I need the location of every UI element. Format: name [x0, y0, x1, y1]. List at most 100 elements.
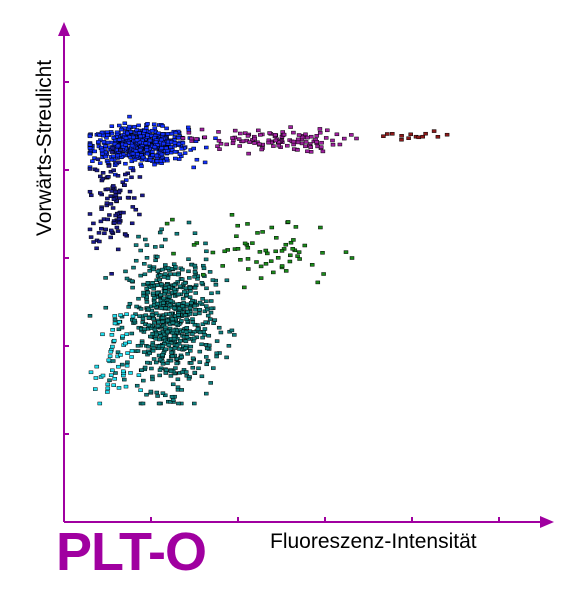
point-cluster-4: [163, 393, 168, 398]
point-cluster-1: [91, 240, 96, 244]
point-cluster-0: [96, 140, 101, 144]
point-cluster-3: [435, 135, 441, 139]
point-cluster-4: [113, 371, 118, 375]
point-cluster-2: [354, 136, 359, 141]
point-cluster-2: [296, 133, 302, 137]
point-cluster-5: [106, 358, 112, 363]
point-cluster-4: [159, 244, 164, 249]
point-cluster-1: [107, 213, 112, 217]
point-cluster-5: [107, 354, 113, 358]
point-cluster-6: [288, 253, 293, 258]
point-cluster-4: [214, 339, 220, 343]
point-cluster-4: [140, 401, 146, 406]
point-cluster-6: [295, 254, 300, 258]
point-cluster-4: [204, 299, 209, 304]
point-cluster-4: [165, 266, 171, 270]
point-cluster-0: [87, 146, 93, 150]
point-cluster-4: [119, 362, 125, 367]
point-cluster-0: [143, 141, 149, 146]
point-cluster-4: [200, 322, 206, 326]
point-cluster-1: [109, 150, 115, 154]
point-cluster-4: [157, 357, 163, 362]
point-cluster-4: [195, 277, 200, 281]
point-cluster-4: [150, 331, 155, 336]
point-cluster-1: [132, 196, 137, 200]
point-cluster-0: [191, 165, 196, 170]
point-cluster-2: [308, 150, 314, 154]
point-cluster-4: [138, 273, 143, 278]
point-cluster-0: [125, 131, 130, 136]
point-cluster-4: [190, 332, 195, 336]
point-cluster-0: [173, 131, 179, 135]
point-cluster-2: [303, 144, 308, 149]
point-cluster-4: [163, 306, 169, 311]
point-cluster-0: [139, 164, 144, 168]
point-cluster-1: [116, 160, 122, 165]
point-cluster-0: [154, 153, 160, 158]
point-cluster-4: [176, 302, 181, 306]
point-cluster-1: [118, 148, 123, 152]
point-cluster-4: [160, 359, 165, 364]
point-cluster-2: [330, 138, 335, 143]
point-cluster-1: [113, 213, 118, 218]
point-cluster-5: [112, 321, 118, 326]
axes: [58, 22, 554, 528]
point-cluster-4: [107, 378, 112, 383]
point-cluster-6: [250, 241, 255, 245]
point-cluster-3: [416, 135, 421, 140]
point-cluster-4: [169, 395, 175, 399]
point-cluster-6: [263, 262, 269, 266]
point-cluster-1: [111, 168, 116, 172]
point-cluster-0: [117, 123, 122, 128]
point-cluster-4: [146, 344, 151, 349]
point-cluster-4: [192, 270, 198, 274]
point-cluster-4: [155, 394, 160, 398]
point-cluster-4: [151, 287, 156, 291]
point-cluster-4: [186, 377, 192, 381]
point-cluster-4: [187, 312, 193, 316]
point-cluster-4: [204, 362, 209, 367]
point-cluster-0: [163, 146, 169, 150]
point-cluster-4: [157, 368, 163, 372]
point-cluster-4: [133, 258, 139, 263]
point-cluster-4: [157, 230, 163, 235]
point-cluster-4: [182, 290, 187, 294]
point-cluster-2: [317, 130, 323, 135]
point-cluster-6: [171, 251, 176, 256]
point-cluster-4: [146, 316, 152, 320]
point-cluster-4: [215, 290, 221, 295]
point-cluster-5: [94, 364, 100, 369]
point-cluster-6: [274, 236, 279, 240]
point-cluster-4: [153, 258, 158, 263]
point-cluster-4: [200, 297, 205, 301]
point-cluster-0: [109, 124, 115, 128]
point-cluster-6: [279, 264, 285, 268]
point-cluster-1: [109, 272, 114, 276]
point-cluster-0: [137, 131, 142, 135]
point-cluster-4: [208, 310, 214, 315]
point-cluster-4: [161, 301, 166, 305]
point-cluster-1: [122, 183, 127, 187]
point-cluster-4: [204, 346, 210, 351]
point-cluster-6: [191, 243, 197, 247]
point-cluster-4: [203, 241, 208, 246]
point-cluster-1: [123, 232, 128, 237]
point-cluster-1: [123, 172, 128, 177]
point-cluster-0: [153, 140, 159, 144]
point-cluster-6: [194, 241, 200, 245]
point-cluster-4: [184, 326, 190, 330]
point-cluster-4: [183, 339, 189, 344]
point-cluster-4: [155, 323, 161, 328]
point-cluster-1: [105, 196, 110, 201]
point-cluster-1: [108, 202, 114, 206]
point-cluster-4: [213, 283, 219, 287]
point-cluster-2: [299, 135, 305, 140]
point-cluster-2: [216, 138, 222, 143]
point-cluster-5: [136, 373, 142, 377]
point-cluster-4: [134, 383, 140, 388]
point-cluster-0: [137, 148, 143, 152]
point-cluster-0: [103, 144, 108, 148]
point-cluster-0: [109, 157, 115, 162]
point-cluster-4: [136, 234, 141, 239]
point-cluster-2: [245, 134, 251, 138]
